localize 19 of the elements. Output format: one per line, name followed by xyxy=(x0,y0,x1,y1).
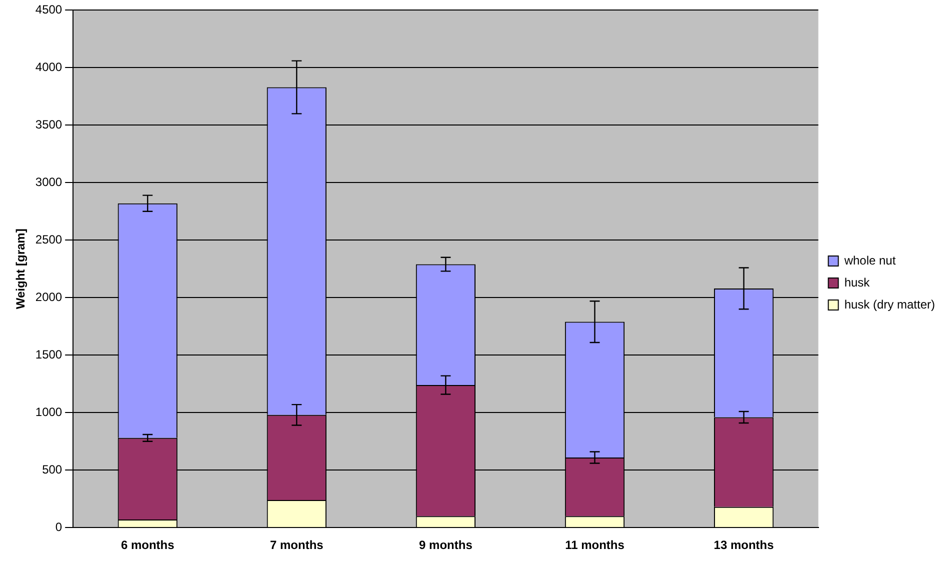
legend-label: whole nut xyxy=(843,253,896,268)
x-tick-label: 6 months xyxy=(120,538,175,552)
legend-label: husk xyxy=(844,275,871,290)
y-tick-label: 2500 xyxy=(35,232,62,246)
y-tick-label: 500 xyxy=(42,462,62,476)
y-tick-label: 3500 xyxy=(35,117,62,132)
x-tick-label: 11 months xyxy=(565,538,625,552)
y-axis-title: Weight [gram] xyxy=(14,228,28,310)
legend-label: husk (dry matter) xyxy=(844,297,936,312)
y-tick-label: 1500 xyxy=(35,347,62,362)
y-tick-label: 3000 xyxy=(35,174,62,189)
x-tick-label: 9 months xyxy=(419,538,473,552)
x-tick-label: 13 months xyxy=(714,538,774,552)
y-tick-label: 2000 xyxy=(35,290,62,304)
y-tick-label: 1000 xyxy=(35,404,62,419)
y-tick-label: 4000 xyxy=(35,60,62,74)
y-tick-label: 4500 xyxy=(35,2,62,17)
x-tick-label: 7 months xyxy=(270,538,324,552)
y-tick-label: 0 xyxy=(55,520,62,534)
